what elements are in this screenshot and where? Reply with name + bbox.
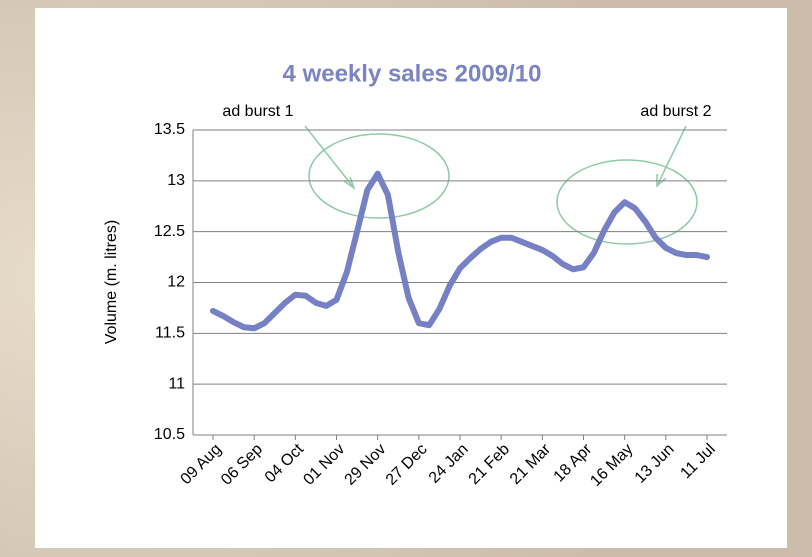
y-tick-label: 10.5 bbox=[154, 426, 185, 443]
annotation-ellipse bbox=[556, 159, 698, 245]
chart-title: 4 weekly sales 2009/10 bbox=[283, 60, 542, 87]
y-tick-label: 12 bbox=[167, 274, 185, 291]
y-tick-label: 13 bbox=[167, 172, 185, 189]
annotation-arrow bbox=[656, 125, 687, 187]
y-tick-label: 12.5 bbox=[154, 223, 185, 240]
annotation-arrow bbox=[304, 125, 355, 189]
y-tick-label: 11.5 bbox=[155, 325, 185, 342]
chart-panel bbox=[35, 8, 787, 548]
y-tick-label: 11 bbox=[168, 375, 185, 392]
annotation-ellipse bbox=[308, 133, 450, 219]
annotation: ad burst 1 bbox=[222, 103, 293, 120]
annotation: ad burst 2 bbox=[640, 103, 711, 120]
y-axis-label: Volume (m. litres) bbox=[103, 220, 120, 344]
y-tick-label: 13.5 bbox=[154, 121, 185, 138]
line-series bbox=[210, 170, 710, 332]
